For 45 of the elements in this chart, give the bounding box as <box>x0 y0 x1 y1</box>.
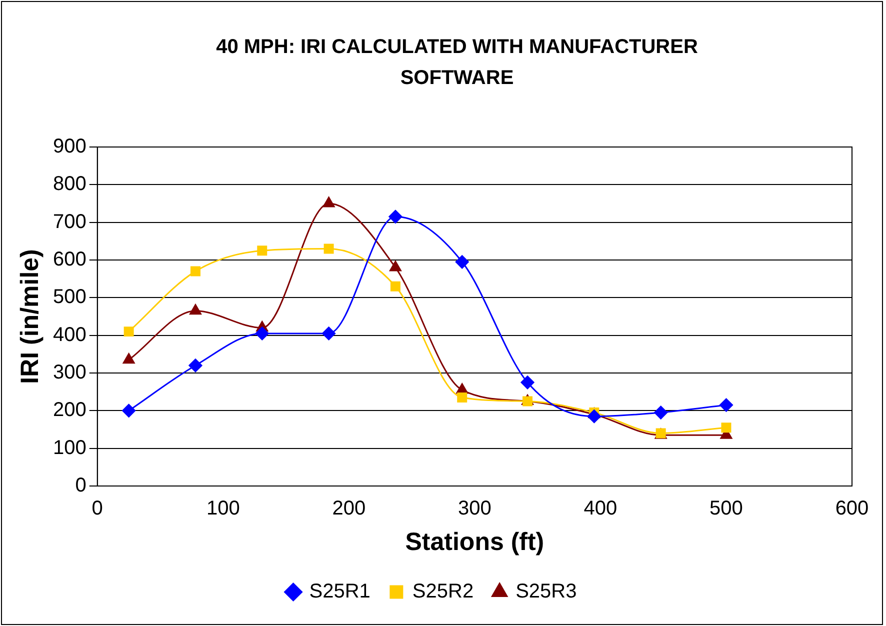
y-axis-title: IRI (in/mile) <box>16 249 44 384</box>
legend-label: S25R3 <box>516 580 577 603</box>
point <box>322 326 336 340</box>
x-tick-label: 400 <box>584 498 618 520</box>
y-tick-label: 600 <box>52 248 86 271</box>
x-tick-label: 200 <box>332 498 366 520</box>
point <box>719 398 733 412</box>
y-tick-label: 100 <box>52 436 86 459</box>
point <box>390 260 402 272</box>
y-tick-label: 800 <box>52 173 86 196</box>
point <box>455 255 469 269</box>
x-tick-label: 600 <box>835 498 869 520</box>
x-tick-label: 0 <box>92 498 103 520</box>
y-tick-label: 200 <box>52 399 86 422</box>
y-tick-label: 900 <box>52 136 86 158</box>
point <box>190 304 202 315</box>
point <box>388 210 402 224</box>
point <box>257 246 268 256</box>
point <box>324 244 334 254</box>
point <box>188 358 202 372</box>
x-tick-label: 100 <box>206 498 240 520</box>
y-tick-label: 400 <box>52 324 86 346</box>
x-tick-label: 500 <box>710 498 743 520</box>
y-tick-label: 300 <box>52 362 86 384</box>
point <box>522 396 532 406</box>
point <box>122 353 135 364</box>
x-tick-label: 300 <box>458 498 492 520</box>
point <box>322 196 335 208</box>
chart-title: 40 MPH: IRI CALCULATED WITH MANUFACTURER SOFTWARE <box>215 35 699 91</box>
point <box>520 376 534 390</box>
point <box>190 266 200 276</box>
point <box>255 326 269 340</box>
point <box>654 406 668 420</box>
point <box>390 281 400 292</box>
x-axis-title: Stations (ft) <box>405 528 544 556</box>
point <box>721 422 732 433</box>
legend-label: S25R2 <box>412 580 474 603</box>
legend-label: S25R1 <box>309 580 370 603</box>
point <box>124 326 134 337</box>
point <box>122 404 136 418</box>
point <box>587 410 601 424</box>
y-tick-label: 0 <box>75 474 86 497</box>
y-tick-label: 500 <box>52 286 86 308</box>
point <box>457 392 468 402</box>
y-tick-label: 700 <box>52 210 86 233</box>
